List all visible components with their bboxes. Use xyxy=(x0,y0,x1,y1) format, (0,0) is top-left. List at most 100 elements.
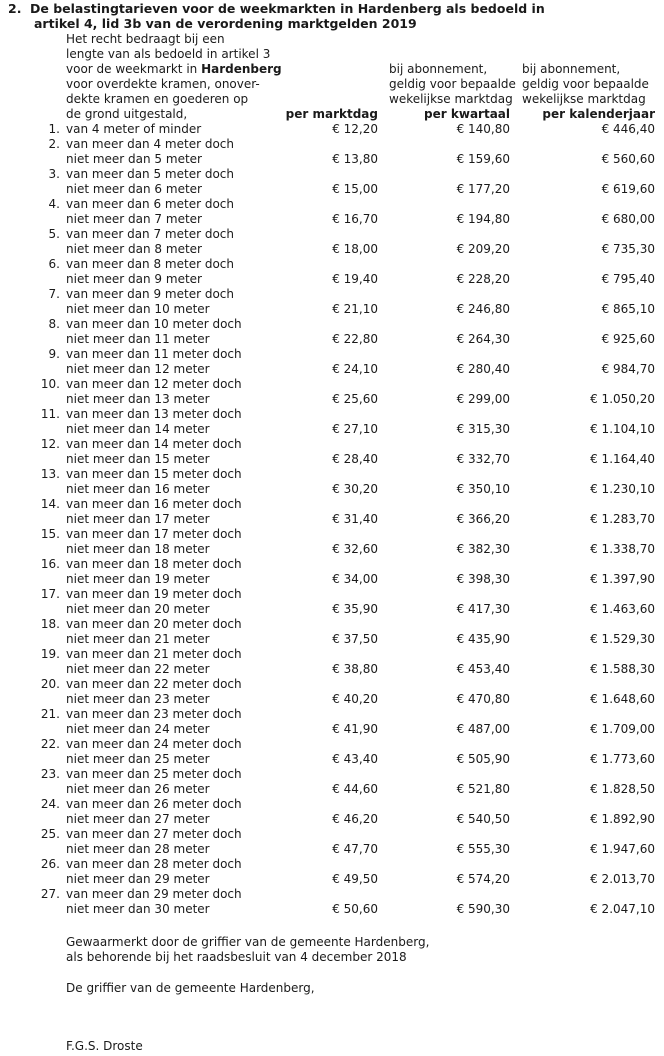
price-per-kwartaal: € 194,80 xyxy=(456,212,510,226)
row-number: 5. xyxy=(48,227,60,241)
price-per-kwartaal: € 140,80 xyxy=(456,122,510,136)
row-description-cont: niet meer dan 7 meter xyxy=(66,212,202,226)
row-description-cont: niet meer dan 11 meter xyxy=(66,332,210,346)
row-description-cont: niet meer dan 30 meter xyxy=(66,902,210,916)
row-number: 24. xyxy=(40,797,60,811)
price-per-marktdag: € 15,00 xyxy=(332,182,378,196)
price-per-kwartaal: € 350,10 xyxy=(456,482,510,496)
row-description-cont: niet meer dan 20 meter xyxy=(66,602,210,616)
row-description: van meer dan 18 meter doch xyxy=(66,557,242,571)
price-per-kalenderjaar: € 1.397,90 xyxy=(590,572,655,586)
price-per-marktdag: € 35,90 xyxy=(332,602,378,616)
price-per-kwartaal: € 315,30 xyxy=(456,422,510,436)
intro-line: Het recht bedraagt bij een xyxy=(66,32,225,46)
row-description-cont: niet meer dan 27 meter xyxy=(66,812,210,826)
row-description-cont: niet meer dan 18 meter xyxy=(66,542,210,556)
price-per-kwartaal: € 453,40 xyxy=(456,662,510,676)
row-description-cont: niet meer dan 16 meter xyxy=(66,482,210,496)
row-number: 3. xyxy=(48,167,60,181)
price-per-kalenderjaar: € 1.648,60 xyxy=(590,692,655,706)
row-description: van meer dan 10 meter doch xyxy=(66,317,242,331)
price-per-marktdag: € 49,50 xyxy=(332,872,378,886)
row-description-cont: niet meer dan 26 meter xyxy=(66,782,210,796)
price-per-kalenderjaar: € 2.013,70 xyxy=(590,872,655,886)
intro-bold-word: Hardenberg xyxy=(201,62,282,76)
row-description: van meer dan 19 meter doch xyxy=(66,587,242,601)
row-description: van meer dan 24 meter doch xyxy=(66,737,242,751)
price-per-kwartaal: € 521,80 xyxy=(456,782,510,796)
row-description: van meer dan 16 meter doch xyxy=(66,497,242,511)
row-description: van meer dan 29 meter doch xyxy=(66,887,242,901)
price-per-marktdag: € 43,40 xyxy=(332,752,378,766)
row-description: van meer dan 9 meter doch xyxy=(66,287,234,301)
row-description-cont: niet meer dan 24 meter xyxy=(66,722,210,736)
row-description: van meer dan 5 meter doch xyxy=(66,167,234,181)
price-per-kwartaal: € 264,30 xyxy=(456,332,510,346)
intro-text: voor de weekmarkt in xyxy=(66,62,202,76)
col2-header-line: wekelijkse marktdag xyxy=(389,92,513,106)
price-per-marktdag: € 50,60 xyxy=(332,902,378,916)
price-per-kwartaal: € 177,20 xyxy=(456,182,510,196)
row-number: 13. xyxy=(40,467,60,481)
row-description: van meer dan 13 meter doch xyxy=(66,407,242,421)
row-number: 27. xyxy=(40,887,60,901)
row-description: van meer dan 15 meter doch xyxy=(66,467,242,481)
row-number: 16. xyxy=(40,557,60,571)
section-title-line1: De belastingtarieven voor de weekmarkten… xyxy=(30,1,545,16)
intro-line: voor de weekmarkt in Hardenberg xyxy=(66,62,282,77)
price-per-kwartaal: € 505,90 xyxy=(456,752,510,766)
price-per-kalenderjaar: € 446,40 xyxy=(601,122,655,136)
intro-line: lengte van als bedoeld in artikel 3 xyxy=(66,47,271,61)
price-per-marktdag: € 40,20 xyxy=(332,692,378,706)
row-number: 22. xyxy=(40,737,60,751)
row-number: 10. xyxy=(40,377,60,391)
price-per-marktdag: € 34,00 xyxy=(332,572,378,586)
row-number: 25. xyxy=(40,827,60,841)
price-per-kwartaal: € 574,20 xyxy=(456,872,510,886)
row-number: 4. xyxy=(48,197,60,211)
row-number: 11. xyxy=(40,407,60,421)
row-description: van meer dan 7 meter doch xyxy=(66,227,234,241)
row-number: 21. xyxy=(40,707,60,721)
intro-line: voor overdekte kramen, onover- xyxy=(66,77,260,91)
row-description: van meer dan 21 meter doch xyxy=(66,647,242,661)
price-per-kalenderjaar: € 1.588,30 xyxy=(590,662,655,676)
row-description: van meer dan 26 meter doch xyxy=(66,797,242,811)
row-description: van meer dan 8 meter doch xyxy=(66,257,234,271)
price-per-marktdag: € 37,50 xyxy=(332,632,378,646)
price-per-marktdag: € 21,10 xyxy=(332,302,378,316)
footer-line: als behorende bij het raadsbesluit van 4… xyxy=(66,950,407,964)
col1-header: per marktdag xyxy=(285,107,378,121)
row-description: van meer dan 27 meter doch xyxy=(66,827,242,841)
row-description: van meer dan 22 meter doch xyxy=(66,677,242,691)
row-description-cont: niet meer dan 9 meter xyxy=(66,272,202,286)
price-per-kwartaal: € 228,20 xyxy=(456,272,510,286)
intro-line: de grond uitgestald, xyxy=(66,107,188,121)
col2-header-line: bij abonnement, xyxy=(389,62,488,76)
price-per-kalenderjaar: € 1.283,70 xyxy=(590,512,655,526)
row-description-cont: niet meer dan 14 meter xyxy=(66,422,210,436)
price-per-kalenderjaar: € 619,60 xyxy=(601,182,655,196)
price-per-kalenderjaar: € 2.047,10 xyxy=(590,902,655,916)
row-description-cont: niet meer dan 28 meter xyxy=(66,842,210,856)
price-per-kalenderjaar: € 1.828,50 xyxy=(590,782,655,796)
col2-header: per kwartaal xyxy=(424,107,510,121)
footer-line: De griffier van de gemeente Hardenberg, xyxy=(66,981,315,995)
row-number: 23. xyxy=(40,767,60,781)
row-description-cont: niet meer dan 21 meter xyxy=(66,632,210,646)
price-per-marktdag: € 31,40 xyxy=(332,512,378,526)
row-description-cont: niet meer dan 17 meter xyxy=(66,512,210,526)
row-description-cont: niet meer dan 23 meter xyxy=(66,692,210,706)
row-description-cont: niet meer dan 22 meter xyxy=(66,662,210,676)
row-description-cont: niet meer dan 15 meter xyxy=(66,452,210,466)
price-per-marktdag: € 13,80 xyxy=(332,152,378,166)
price-per-marktdag: € 16,70 xyxy=(332,212,378,226)
price-per-kwartaal: € 246,80 xyxy=(456,302,510,316)
price-per-kalenderjaar: € 1.050,20 xyxy=(590,392,655,406)
price-per-kalenderjaar: € 1.164,40 xyxy=(590,452,655,466)
price-per-marktdag: € 44,60 xyxy=(332,782,378,796)
price-per-kwartaal: € 398,30 xyxy=(456,572,510,586)
price-per-kalenderjaar: € 1.773,60 xyxy=(590,752,655,766)
row-description-cont: niet meer dan 5 meter xyxy=(66,152,202,166)
row-description: van 4 meter of minder xyxy=(66,122,202,136)
